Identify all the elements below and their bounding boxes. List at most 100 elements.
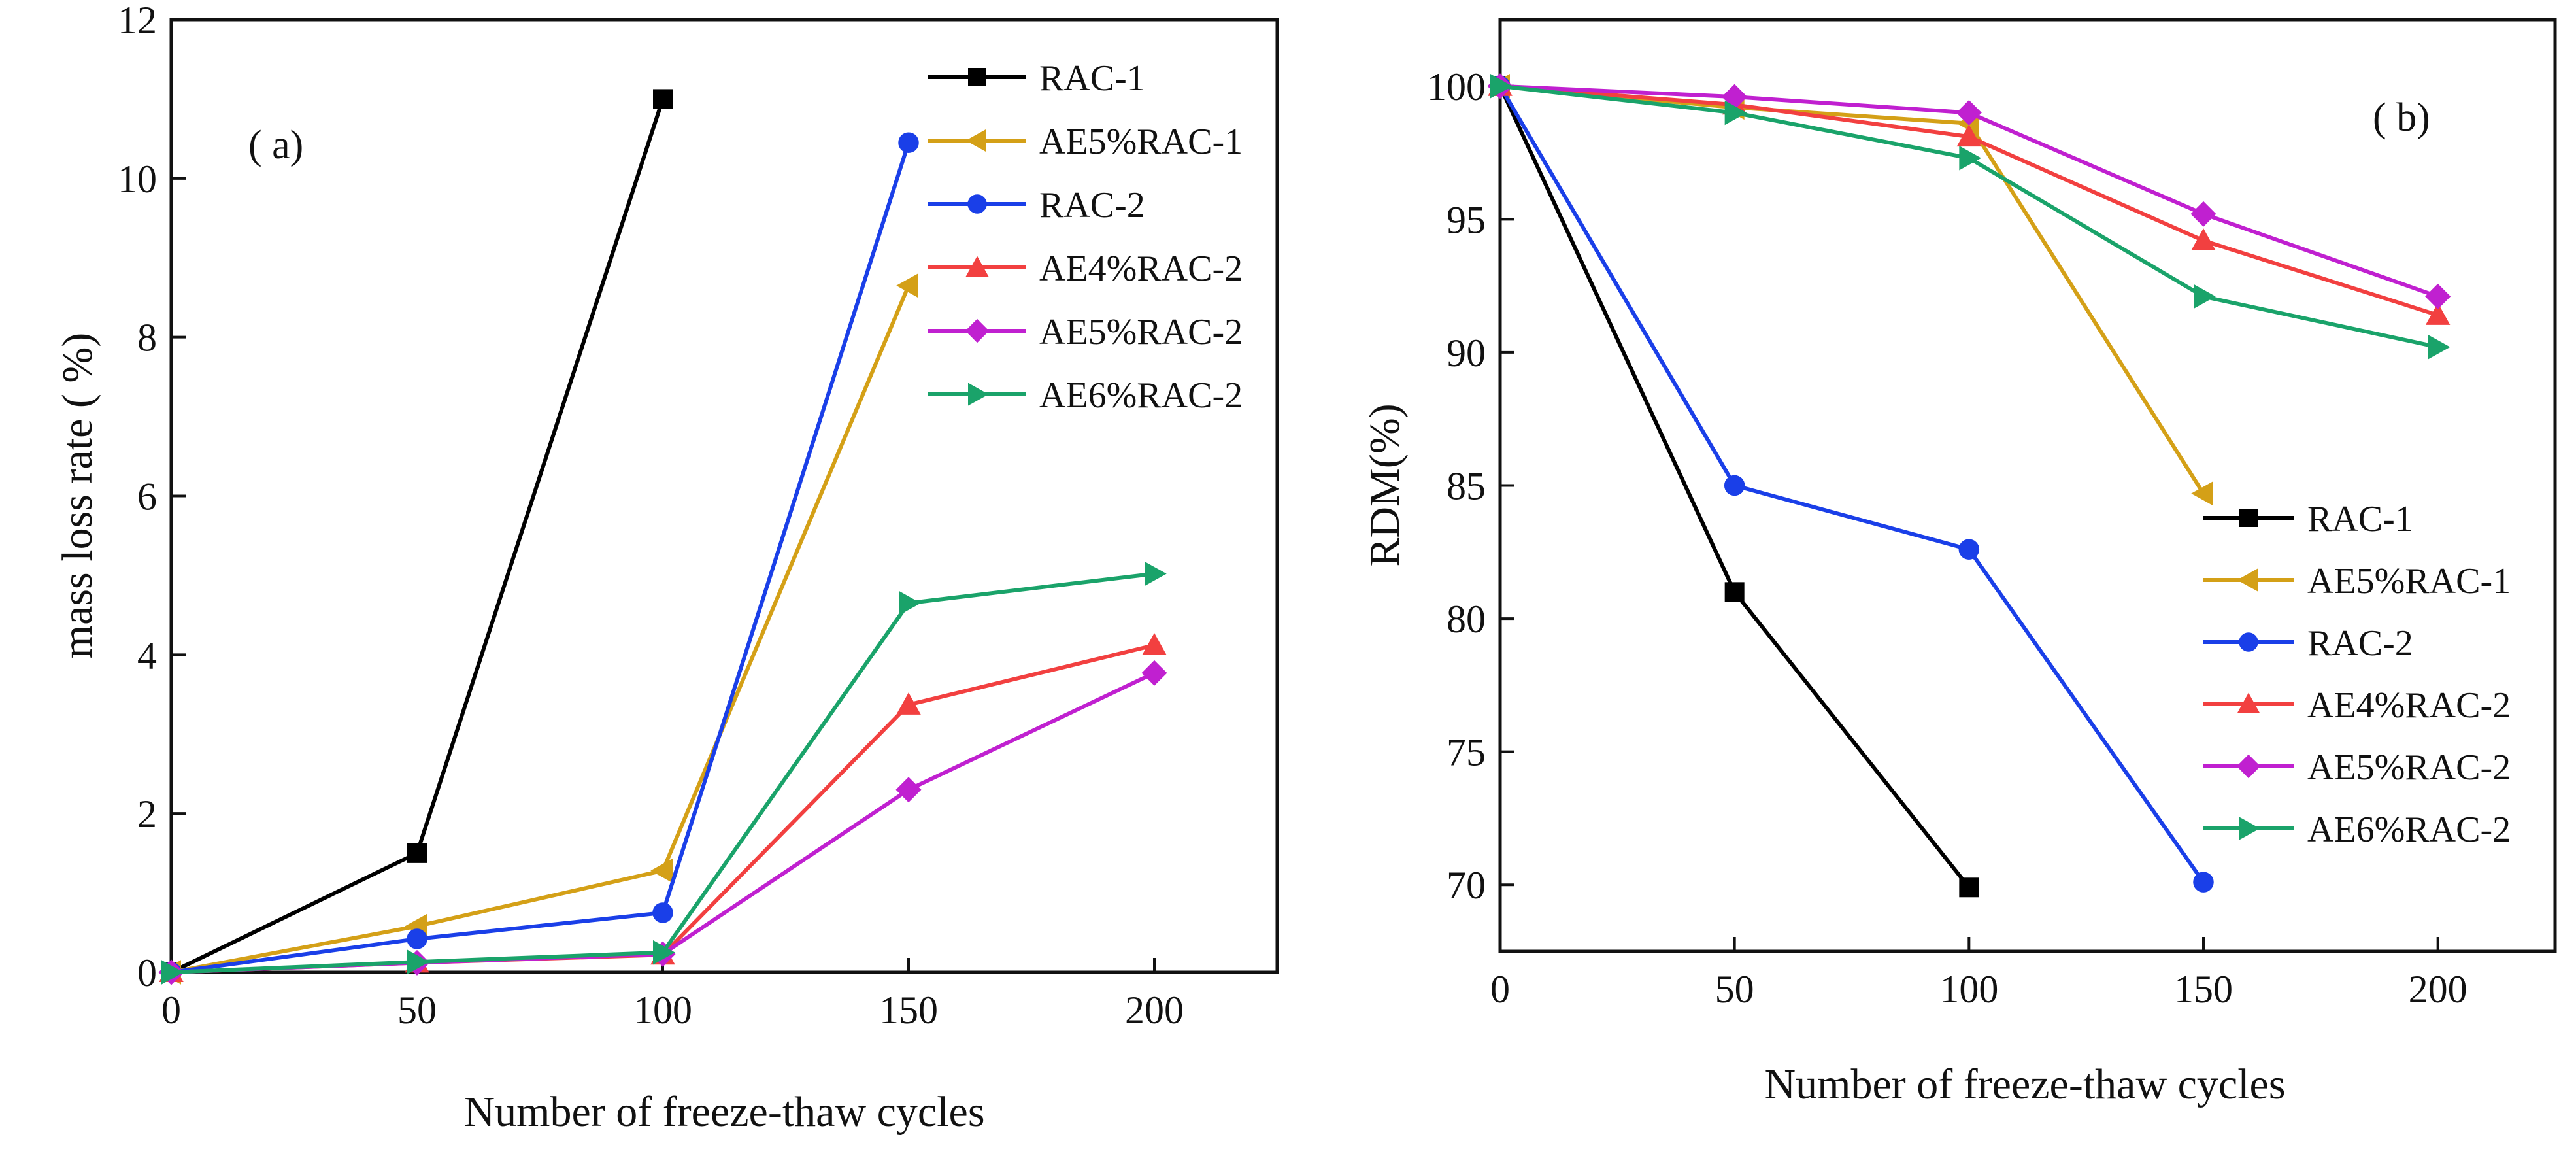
series-ae6pctrac-2 (161, 561, 1167, 985)
legend-label: AE5%RAC-2 (1039, 312, 1243, 352)
legend-item: AE6%RAC-2 (2203, 809, 2511, 850)
data-point (896, 273, 918, 298)
data-point (2425, 283, 2451, 309)
legend-marker (2237, 568, 2258, 592)
legend-marker (968, 382, 989, 406)
panel-b-x-axis-title: Number of freeze-thaw cycles (1764, 1061, 2285, 1108)
y-tick-label: 4 (137, 634, 157, 677)
x-tick-label: 200 (1125, 989, 1184, 1032)
panel-a-label: ( a) (248, 123, 303, 167)
y-tick-label: 100 (1427, 65, 1486, 109)
panel-a-ticks: 0 50 100 150 200 0 2 4 6 8 10 12 (118, 0, 1184, 1032)
panel-a-y-axis-title: mass loss rate ( %) (54, 333, 101, 659)
x-tick-label: 50 (397, 989, 437, 1032)
series-line (170, 98, 665, 974)
panel-b-series (1487, 73, 2451, 898)
data-point (650, 858, 673, 883)
panel-b-y-axis-title: RDM(%) (1361, 403, 1409, 566)
data-point (407, 928, 427, 949)
legend-item: AE4%RAC-2 (2203, 685, 2511, 726)
panel-a-x-axis-title: Number of freeze-thaw cycles (463, 1088, 984, 1136)
legend-marker (2237, 692, 2260, 713)
legend-item: AE5%RAC-1 (928, 122, 1243, 162)
y-tick-label: 85 (1447, 465, 1486, 508)
y-tick-label: 75 (1447, 731, 1486, 774)
series-line (171, 284, 911, 974)
legend-marker (2239, 632, 2258, 652)
data-point (2428, 335, 2451, 360)
data-point (2191, 481, 2213, 506)
data-point (1959, 145, 1982, 171)
legend-marker (965, 318, 990, 343)
data-point (898, 132, 919, 153)
series-line (1499, 84, 2205, 495)
y-tick-label: 90 (1447, 332, 1486, 375)
data-point (1145, 561, 1167, 586)
panel-a-plot-frame (169, 18, 1279, 974)
y-tick-label: 0 (137, 951, 157, 994)
x-tick-label: 100 (633, 989, 692, 1032)
y-tick-label: 6 (137, 475, 157, 518)
data-point (1956, 100, 1982, 126)
legend-marker (2236, 754, 2261, 779)
legend-label: RAC-2 (1039, 185, 1145, 226)
y-tick-label: 70 (1447, 864, 1486, 907)
panel-b-ticks: 0 50 100 150 200 70 75 80 85 90 95 100 (1427, 65, 2467, 1011)
legend-item: RAC-2 (2203, 623, 2413, 664)
legend-label: RAC-1 (2307, 499, 2413, 539)
y-tick-label: 80 (1447, 598, 1486, 641)
data-point (2425, 303, 2451, 325)
legend-item: AE5%RAC-2 (928, 312, 1243, 352)
legend-marker (2239, 509, 2258, 527)
x-tick-label: 150 (2174, 968, 2233, 1011)
y-tick-label: 8 (137, 316, 157, 360)
data-point (1141, 660, 1167, 686)
data-point (896, 692, 921, 715)
legend-label: AE5%RAC-1 (2307, 561, 2511, 602)
data-point (1142, 633, 1167, 655)
data-point (1958, 539, 1980, 560)
legend-item: RAC-1 (2203, 499, 2413, 539)
series-line (171, 643, 1155, 974)
data-point (2193, 872, 2214, 892)
data-point (653, 940, 675, 965)
data-point (161, 960, 184, 985)
data-point (1724, 582, 1745, 602)
data-point (407, 843, 427, 863)
legend-item: RAC-2 (928, 185, 1145, 226)
x-tick-label: 100 (1939, 968, 1998, 1011)
series-line (171, 671, 1156, 974)
x-tick-label: 200 (2409, 968, 2467, 1011)
data-point (652, 902, 673, 923)
series-ae4pctrac-2 (159, 633, 1167, 982)
data-point (2194, 284, 2216, 309)
series-line (171, 142, 911, 974)
panel-a-series (158, 89, 1167, 985)
legend-label: RAC-2 (2307, 623, 2413, 664)
series-rac-2 (161, 132, 919, 983)
legend-label: RAC-1 (1039, 58, 1145, 99)
legend-marker (968, 68, 986, 86)
legend-marker (2239, 817, 2260, 840)
legend-item: AE4%RAC-2 (928, 248, 1243, 289)
data-point (407, 949, 429, 974)
legend-marker (965, 129, 986, 152)
panel-a-mass-loss-chart: 0 50 100 150 200 0 2 4 6 8 10 12 Number of freeze-t… (54, 0, 1279, 1136)
x-tick-label: 150 (879, 989, 938, 1032)
legend-label: AE6%RAC-2 (1039, 375, 1243, 416)
panel-b-rdm-chart: 0 50 100 150 200 70 75 80 85 90 95 100 Number of fr… (1361, 18, 2557, 1108)
y-tick-label: 12 (118, 0, 157, 42)
data-point (2190, 201, 2216, 227)
legend-label: AE6%RAC-2 (2307, 809, 2511, 850)
legend-marker (967, 194, 987, 214)
legend-item: AE5%RAC-1 (2203, 561, 2511, 602)
data-point (895, 777, 922, 803)
panel-b-label: ( b) (2373, 95, 2430, 140)
legend-label: AE5%RAC-1 (1039, 122, 1243, 162)
data-point (899, 590, 921, 616)
data-point (1724, 475, 1745, 496)
data-point (1724, 100, 1747, 126)
data-point (1956, 124, 1982, 147)
series-line (1498, 85, 2205, 883)
